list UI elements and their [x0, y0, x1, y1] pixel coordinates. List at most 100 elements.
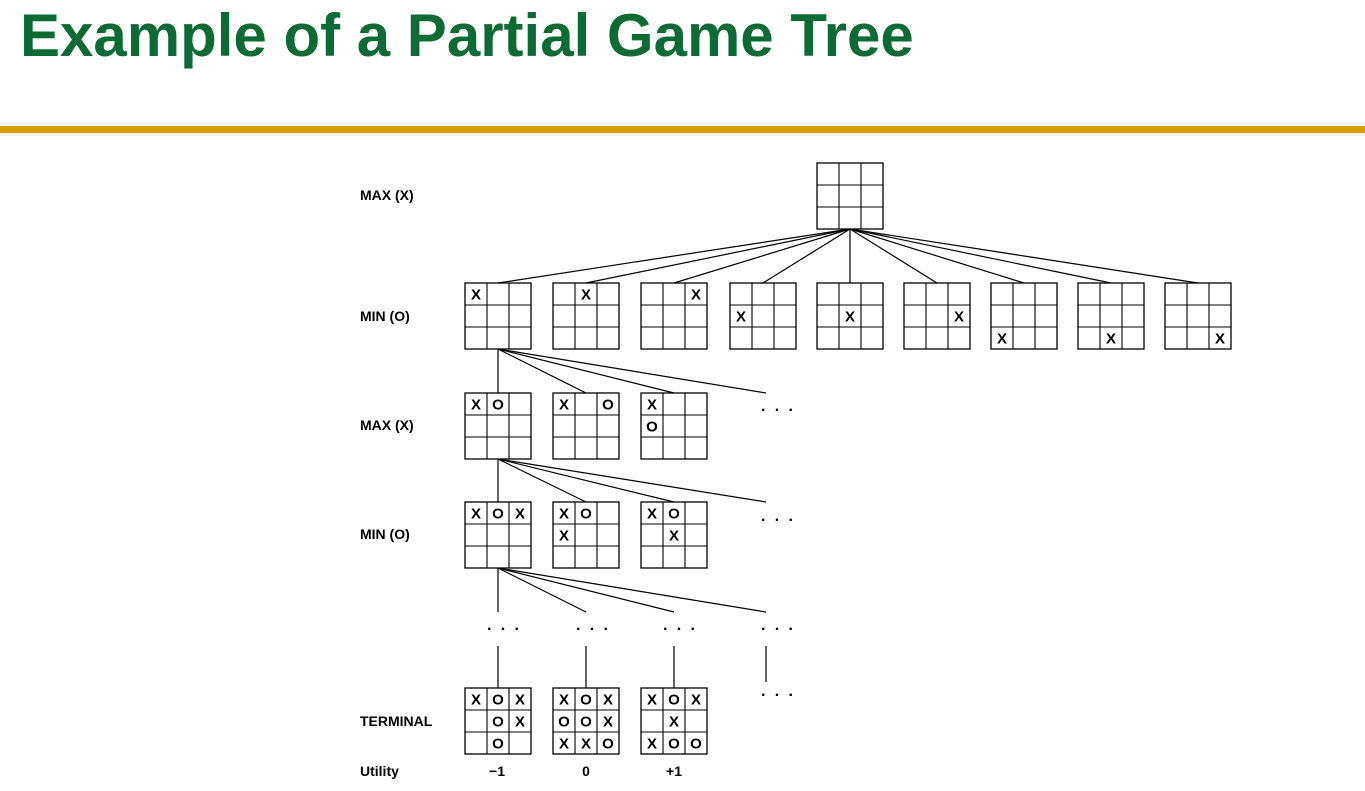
edge-root-to-level1 [585, 228, 851, 284]
x-mark: X [845, 309, 855, 326]
edge-level2-to-more [497, 458, 767, 503]
x-mark: X [1215, 331, 1225, 348]
x-mark: X [669, 528, 679, 545]
board-frame [640, 687, 708, 755]
x-mark: X [736, 309, 746, 326]
board-frame [990, 282, 1058, 350]
board-frame [816, 282, 884, 350]
ellipsis-branch-1: · · · [487, 621, 522, 638]
board-frame [640, 392, 708, 460]
x-mark: X [559, 692, 569, 709]
board-frame [552, 392, 620, 460]
o-mark: O [580, 506, 592, 523]
x-mark: X [647, 397, 657, 414]
board-level3-2: X OX [552, 501, 620, 569]
x-mark: X [954, 309, 964, 326]
board-level1-4: X [729, 282, 797, 350]
ellipsis-branch-4: · · · [761, 621, 796, 638]
o-mark: O [558, 714, 570, 731]
o-mark: O [492, 506, 504, 523]
x-mark: X [647, 692, 657, 709]
o-mark: O [492, 692, 504, 709]
tree-edges [497, 228, 1199, 688]
o-mark: O [580, 692, 592, 709]
edge-root-to-level1 [849, 228, 1112, 284]
ellipsis-level3: · · · [761, 512, 796, 529]
o-mark: O [580, 714, 592, 731]
x-mark: X [997, 331, 1007, 348]
board-frame [1077, 282, 1145, 350]
level-label-max-x-top: MAX (X) [360, 187, 414, 203]
board-level1-5: X [816, 282, 884, 350]
o-mark: O [492, 397, 504, 414]
board-frame [729, 282, 797, 350]
edge-level3-to-branch [497, 567, 587, 613]
board-frame [464, 687, 532, 755]
board-frame [1164, 282, 1232, 350]
ellipses: · · · · · · · · · · · · · · · · · · · · … [487, 402, 796, 704]
edge-root-to-level1 [849, 228, 1025, 284]
x-mark: X [471, 287, 481, 304]
board-frame [552, 282, 620, 350]
x-mark: X [691, 287, 701, 304]
level-label-max-x-2: MAX (X) [360, 417, 414, 433]
edge-root-to-level1 [849, 228, 1199, 284]
utility-value-3: +1 [666, 763, 682, 779]
level-label-utility: Utility [360, 763, 399, 779]
x-mark: X [515, 506, 525, 523]
edge-level3-to-branch [497, 567, 675, 613]
board-level1-9: X [1164, 282, 1232, 350]
level-label-terminal: TERMINAL [360, 713, 433, 729]
board-root [816, 162, 884, 230]
level-label-min-o-2: MIN (O) [360, 526, 410, 542]
o-mark: O [602, 736, 614, 753]
ellipsis-branch-2: · · · [576, 621, 611, 638]
utility-values: −1 0 +1 [489, 763, 682, 779]
o-mark: O [492, 736, 504, 753]
board-terminal-3: X O XXX O O [640, 687, 708, 755]
edge-level1-to-more [497, 348, 767, 394]
board-frame [816, 162, 884, 230]
board-level1-3: X [640, 282, 708, 350]
board-frame [464, 282, 532, 350]
utility-value-2: 0 [582, 763, 590, 779]
edge-level1-to-level2 [497, 348, 587, 394]
edge-level3-to-branch [497, 567, 767, 613]
board-level2-3: XO [640, 392, 708, 460]
x-mark: X [669, 714, 679, 731]
edge-level2-to-level3 [497, 458, 587, 503]
board-frame [640, 501, 708, 569]
x-mark: X [691, 692, 701, 709]
board-frame [464, 392, 532, 460]
ellipsis-level2: · · · [761, 402, 796, 419]
board-level1-1: X [464, 282, 532, 350]
x-mark: X [603, 714, 613, 731]
board-frame [552, 687, 620, 755]
x-mark: X [581, 736, 591, 753]
board-frame [464, 501, 532, 569]
ellipsis-branch-4-bottom: · · · [761, 687, 796, 704]
o-mark: O [668, 736, 680, 753]
board-level1-6: X [903, 282, 971, 350]
tree-boards: X X XX X XX X XX O X O XOX O X X OXX OXX O XO XOX O XO O XX X OX… [464, 162, 1232, 755]
o-mark: O [668, 692, 680, 709]
x-mark: X [471, 692, 481, 709]
x-mark: X [559, 528, 569, 545]
x-mark: X [581, 287, 591, 304]
x-mark: X [559, 506, 569, 523]
x-mark: X [471, 397, 481, 414]
x-mark: X [1106, 331, 1116, 348]
x-mark: X [515, 714, 525, 731]
x-mark: X [559, 397, 569, 414]
board-frame [640, 282, 708, 350]
board-terminal-1: X O XO XO [464, 687, 532, 755]
edge-level1-to-level2 [497, 348, 675, 394]
level-label-min-o-1: MIN (O) [360, 308, 410, 324]
x-mark: X [515, 692, 525, 709]
edge-root-to-level1 [762, 228, 851, 284]
board-level1-7: X [990, 282, 1058, 350]
